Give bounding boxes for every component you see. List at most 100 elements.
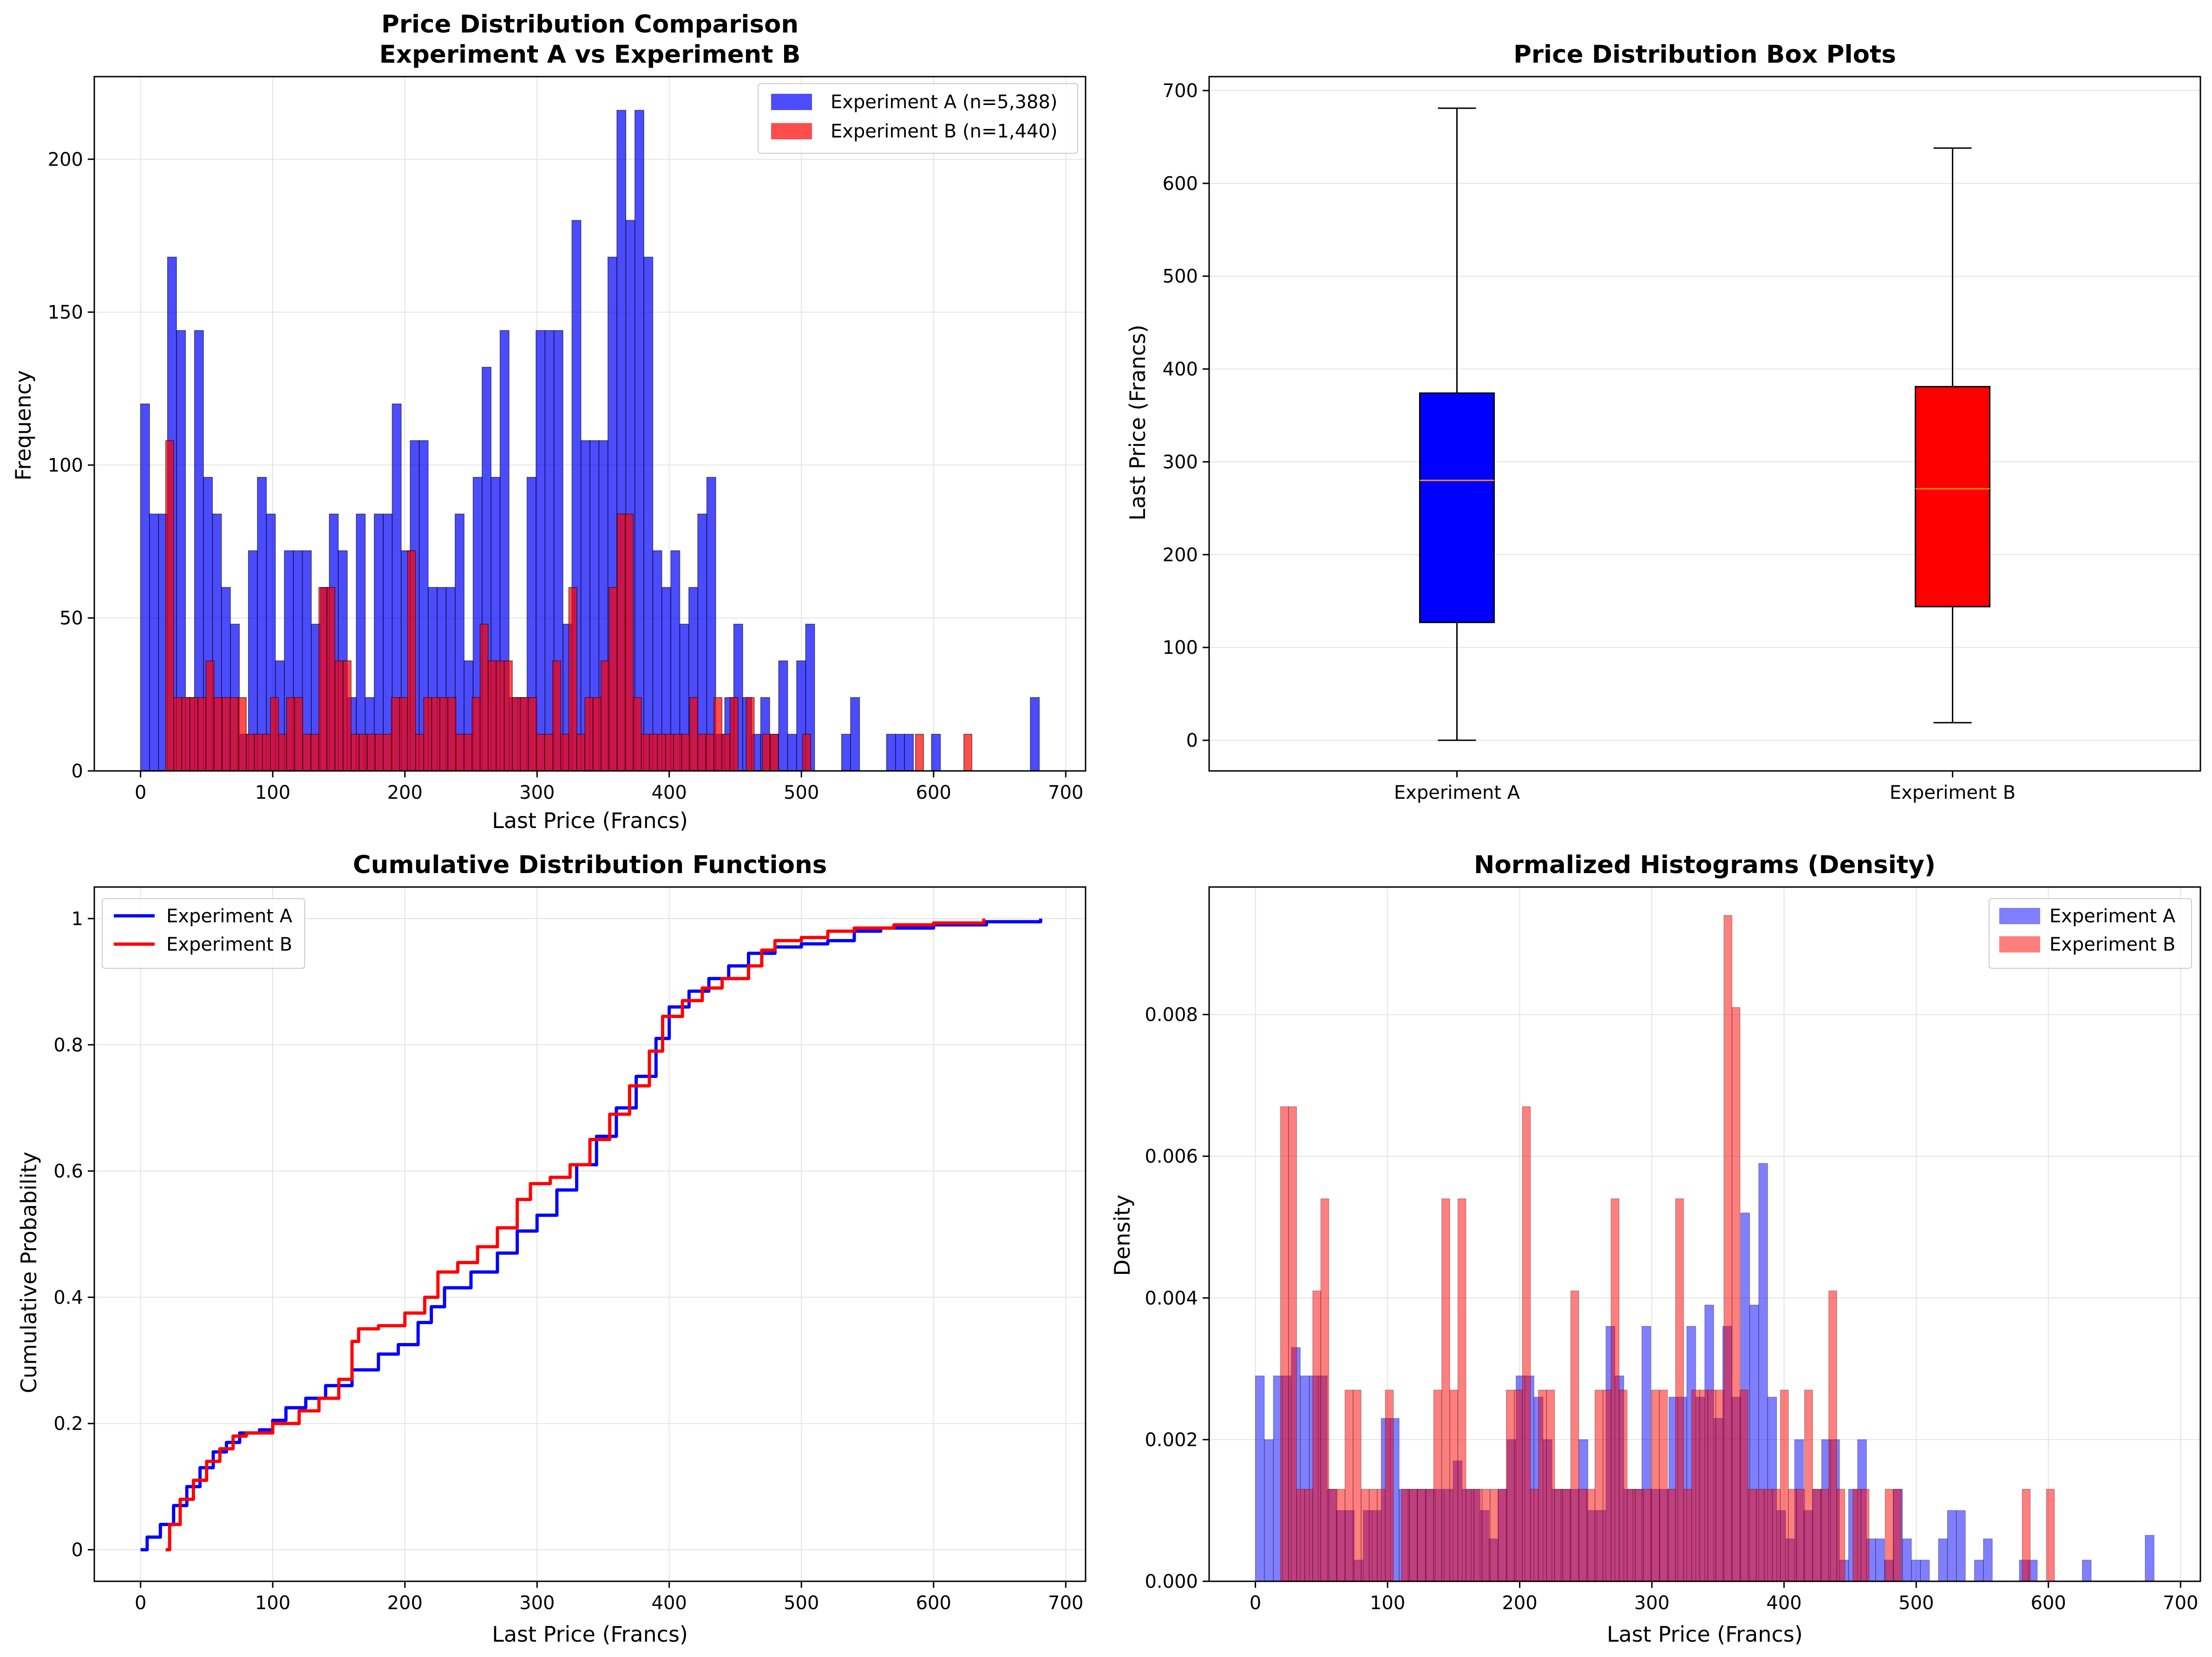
box-y-tick-label: 400 — [1163, 359, 1198, 380]
density-bar-b — [1852, 1489, 1861, 1582]
density-bar-a — [1974, 1559, 1984, 1582]
hist-legend-swatch-a — [771, 94, 812, 110]
hist-bar-b — [496, 660, 505, 771]
density-legend-swatch-b — [1999, 936, 2040, 952]
hist-y-tick-label: 200 — [48, 149, 83, 170]
hist-bar-b — [415, 734, 424, 771]
hist-bar-b — [520, 697, 529, 771]
hist-bar-b — [455, 734, 465, 771]
hist-bar-b — [318, 587, 327, 771]
hist-y-ticks: 0 50 100 150 200 — [48, 149, 94, 782]
density-bar-a — [1255, 1376, 1265, 1582]
hist-title-line-2: Experiment A vs Experiment B — [380, 40, 801, 69]
density-bar-b — [1675, 1198, 1684, 1582]
cdf-y-tick-label: 0.4 — [53, 1287, 83, 1308]
density-y-ticks: 0.000 0.002 0.004 0.006 0.008 — [1145, 1005, 1209, 1592]
density-bar-b — [1570, 1290, 1579, 1582]
hist-bar-b — [262, 734, 271, 771]
density-bar-b — [1320, 1198, 1329, 1582]
hist-bar-b — [302, 734, 311, 771]
density-bar-b — [1425, 1489, 1434, 1582]
density-bar-a — [2082, 1559, 2092, 1582]
hist-y-tick-label: 0 — [72, 761, 83, 782]
density-bar-b — [1522, 1106, 1531, 1582]
box-y-tick-label: 100 — [1163, 637, 1198, 659]
hist-bar-b — [584, 697, 594, 771]
hist-bar-b — [633, 697, 642, 771]
cdf-y-ticks: 0 0.2 0.4 0.6 0.8 1 — [53, 908, 94, 1561]
cdf-y-tick-label: 0.6 — [53, 1161, 83, 1182]
density-bar-a — [1875, 1538, 1885, 1582]
cdf-x-tick-label: 0 — [135, 1592, 146, 1614]
hist-bar-b — [375, 734, 384, 771]
cdf-y-tick-label: 0 — [72, 1540, 83, 1561]
hist-bar-a — [140, 403, 150, 771]
box-grid — [1209, 90, 2200, 741]
cdf-line-b — [165, 918, 986, 1552]
hist-x-axis-label: Last Price (Francs) — [492, 808, 688, 833]
density-bar-b — [2022, 1489, 2031, 1582]
density-bar-b — [1288, 1106, 1297, 1582]
hist-bar-b — [181, 697, 190, 771]
hist-bar-b — [278, 734, 287, 771]
hist-bar-a — [904, 734, 914, 771]
hist-bar-a — [778, 660, 788, 771]
hist-bar-b — [391, 697, 400, 771]
density-bar-a — [1938, 1538, 1948, 1582]
density-bar-b — [1756, 1489, 1765, 1582]
cdf-y-axis-label: Cumulative Probability — [16, 1152, 41, 1393]
hist-bar-b — [229, 697, 239, 771]
density-bar-b — [1466, 1489, 1474, 1582]
density-bar-b — [1715, 1390, 1724, 1582]
box-x-tick-label: Experiment B — [1890, 782, 2016, 803]
hist-legend-label-a: Experiment A (n=5,388) — [831, 91, 1058, 113]
density-bar-b — [1441, 1198, 1450, 1582]
box-marks — [1419, 107, 1990, 741]
density-bar-b — [1481, 1489, 1491, 1582]
density-bar-b — [1344, 1390, 1354, 1582]
density-bar-b — [1635, 1489, 1644, 1582]
box-y-tick-label: 500 — [1163, 266, 1198, 287]
hist-bar-b — [681, 734, 690, 771]
hist-x-tick-label: 300 — [519, 782, 555, 803]
panel-histogram: 0 100 200 300 400 500 600 700 0 50 100 150 200 Pric… — [11, 10, 1086, 833]
hist-bar-a — [787, 734, 797, 771]
density-bar-b — [1296, 1489, 1305, 1582]
hist-bar-a — [931, 734, 941, 771]
density-legend-label-a: Experiment A — [2049, 906, 2176, 927]
density-bar-b — [1723, 915, 1733, 1582]
hist-y-axis-label: Frequency — [11, 370, 36, 481]
density-bar-b — [1498, 1489, 1507, 1582]
density-bar-b — [1691, 1390, 1700, 1582]
hist-bar-b — [649, 734, 658, 771]
density-bar-b — [1812, 1489, 1821, 1582]
hist-bar-a — [257, 477, 267, 771]
hist-bar-b — [383, 734, 392, 771]
hist-bar-b — [713, 697, 722, 771]
density-bar-a — [1956, 1510, 1966, 1582]
cdf-y-tick-label: 1 — [72, 908, 83, 930]
hist-bar-b — [705, 734, 714, 771]
panel-cdf: 0 100 200 300 400 500 600 700 0 0.2 0.4 0.6 0.8 1 Cu… — [16, 851, 1086, 1647]
hist-x-tick-label: 100 — [255, 782, 290, 803]
hist-bar-b — [197, 697, 207, 771]
box-y-axis-label: Last Price (Francs) — [1125, 325, 1150, 521]
hist-x-tick-label: 0 — [135, 782, 146, 803]
density-bar-b — [1804, 1390, 1813, 1582]
box-y-tick-label: 700 — [1163, 80, 1198, 102]
density-bar-b — [1312, 1290, 1322, 1582]
hist-bar-b — [222, 697, 231, 771]
hist-bar-a — [643, 256, 654, 771]
hist-bar-b — [963, 734, 973, 771]
cdf-x-tick-label: 200 — [387, 1592, 422, 1614]
cdf-x-tick-label: 100 — [255, 1592, 290, 1614]
density-bar-a — [1983, 1538, 1993, 1582]
density-x-tick-label: 0 — [1250, 1592, 1261, 1614]
hist-x-tick-label: 500 — [784, 782, 819, 803]
box-y-tick-label: 200 — [1163, 544, 1198, 566]
density-bar-b — [1828, 1290, 1837, 1582]
density-bar-b — [1385, 1390, 1394, 1582]
density-bar-b — [1586, 1489, 1596, 1582]
density-bar-b — [1683, 1489, 1692, 1582]
